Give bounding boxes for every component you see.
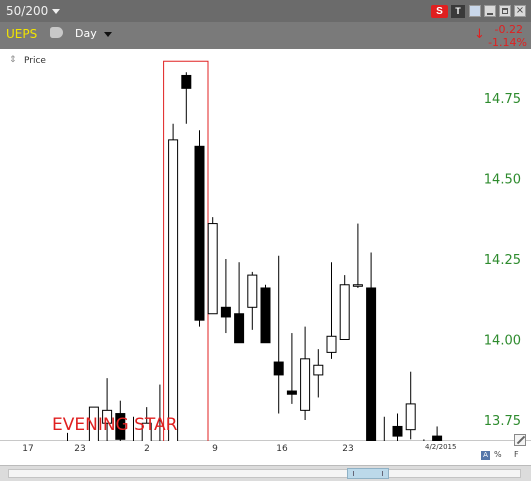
candle [220, 259, 231, 334]
horizontal-scrollbar[interactable] [0, 465, 531, 481]
candle [339, 275, 350, 341]
candle [159, 384, 161, 441]
y-tick-label: 14.25 [484, 253, 521, 268]
save-icon[interactable] [469, 5, 481, 17]
candle [366, 252, 377, 441]
candle [352, 223, 363, 288]
candlestick-chart[interactable]: 14.7514.5014.2514.0013.7513.5013.2513.00… [0, 0, 531, 441]
price-panel[interactable] [0, 49, 531, 441]
candles-group [67, 72, 443, 441]
candle-body-down [273, 361, 284, 376]
close-button[interactable]: × [514, 5, 526, 17]
candle-body-down [220, 306, 231, 318]
candle [313, 349, 324, 398]
x-tick-label: 23 [342, 444, 354, 454]
candle-body-up [300, 358, 311, 411]
candle-body-down [286, 390, 297, 395]
candle-body-up [168, 139, 179, 441]
tv-icon[interactable]: T [451, 5, 465, 18]
x-axis[interactable]: 17 23 2 9 16 23 [0, 441, 531, 465]
candle-body-down [194, 145, 205, 321]
percent-change-value: -1.14% [488, 36, 527, 49]
candle [102, 378, 113, 441]
link-icon[interactable] [50, 27, 63, 38]
y-tick-label: 13.75 [484, 414, 521, 429]
symbol-input[interactable]: UEPS [6, 27, 38, 41]
candle-body-down [432, 435, 443, 441]
scroll-track[interactable] [8, 469, 521, 478]
period-select[interactable]: Day [75, 27, 97, 40]
candle-body-up [247, 274, 258, 308]
net-change-value: -0.22 [494, 23, 523, 36]
y-tick-label: 14.75 [484, 92, 521, 107]
candle-body-up [88, 406, 99, 441]
candle-body-down [115, 413, 126, 440]
candle [168, 123, 179, 441]
x-tick-label: 17 [22, 444, 34, 454]
maximize-button[interactable] [499, 5, 511, 17]
candle [260, 284, 271, 344]
chevron-down-icon[interactable] [52, 9, 60, 14]
pencil-icon[interactable] [514, 434, 526, 446]
x-tick-label: 23 [74, 444, 86, 454]
chevron-down-icon[interactable] [104, 32, 112, 37]
candle [207, 217, 218, 315]
candle-body-up [339, 284, 350, 341]
candle [247, 271, 258, 330]
chart-toolbar: UEPS Day ↓ -0.22 -1.14% [0, 22, 531, 49]
candle-body-up [326, 335, 337, 353]
candle-body-down [234, 313, 245, 344]
candle [286, 333, 297, 404]
candle [194, 130, 205, 327]
indicator-settings-label[interactable]: 50/200 [6, 4, 49, 18]
cursor-date-label: 4/2/2015 [425, 443, 457, 451]
candle [300, 326, 311, 420]
candle [432, 426, 443, 441]
candle-body-up [102, 409, 113, 424]
candle [383, 416, 385, 441]
candle [405, 371, 416, 440]
price-panel-label: Price [24, 56, 46, 66]
candle-body-up [207, 223, 218, 315]
candle-body-up [141, 422, 152, 441]
x-tick-label: 9 [212, 444, 218, 454]
candle-body-up [352, 284, 363, 287]
y-tick-label: 14.50 [484, 173, 521, 188]
drag-handle-icon[interactable]: ⇕ [9, 55, 17, 65]
fit-scale-toggle[interactable]: F [514, 450, 519, 459]
candle [115, 400, 126, 441]
candle [326, 262, 337, 359]
x-tick-label: 2 [144, 444, 150, 454]
scroll-thumb[interactable] [347, 468, 389, 479]
candle-body-down [392, 425, 403, 437]
candle [141, 407, 152, 441]
candle-body-down [366, 287, 377, 441]
candle [88, 406, 99, 441]
candle-body-down [181, 74, 192, 89]
y-tick-label: 14.00 [484, 334, 521, 349]
candle [181, 72, 192, 124]
arrow-down-icon: ↓ [474, 27, 485, 42]
candle [133, 416, 134, 441]
x-tick-label: 16 [276, 444, 288, 454]
candle-body-down [260, 287, 271, 344]
y-axis-ticks[interactable]: 14.7514.5014.2514.0013.7513.5013.2513.00… [484, 92, 521, 441]
auto-scale-toggle[interactable]: A [481, 451, 490, 460]
app-logo-icon[interactable]: S [431, 5, 448, 18]
title-bar: 50/200 S T × [0, 0, 531, 22]
percent-scale-toggle[interactable]: % [494, 450, 502, 459]
candle-body-up [405, 403, 416, 431]
candle-body-up [313, 364, 324, 376]
candle [392, 413, 403, 441]
pattern-annotation: EVENING STAR [52, 415, 178, 435]
candle [234, 262, 245, 344]
candle [273, 255, 284, 414]
minimize-button[interactable] [484, 5, 496, 17]
